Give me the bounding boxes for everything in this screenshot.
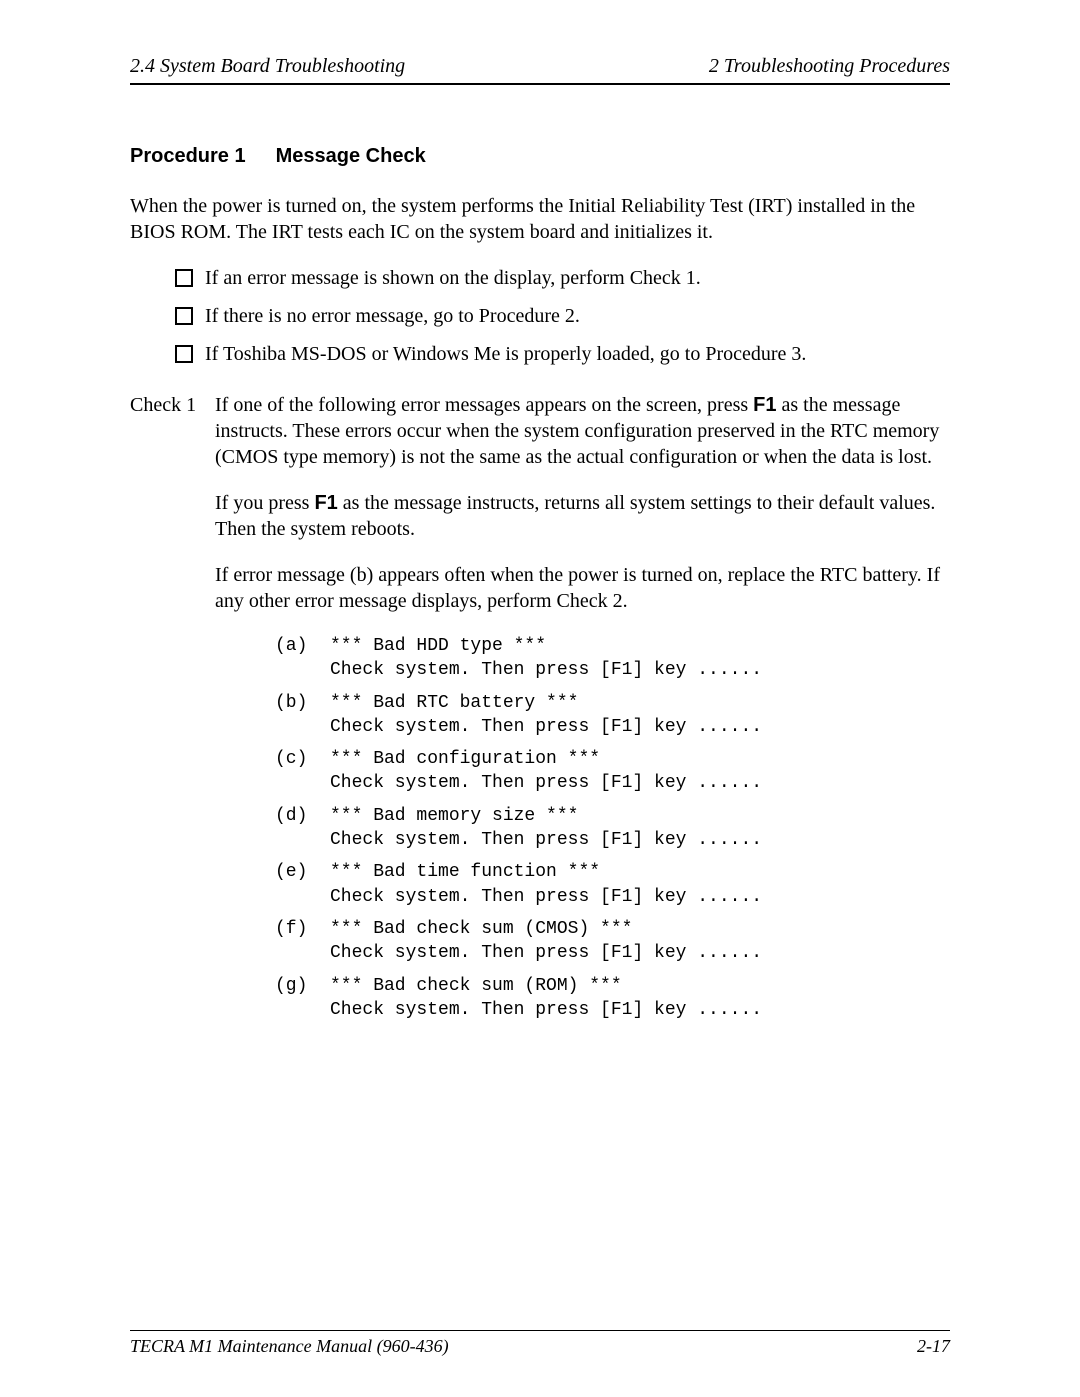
page-footer: TECRA M1 Maintenance Manual (960-436) 2-… [130,1330,950,1357]
text: If you press [215,492,314,514]
bullet-item: If an error message is shown on the disp… [175,265,950,291]
error-item: (f)*** Bad check sum (CMOS) *** Check sys… [275,917,950,966]
error-line2: Check system. Then press [F1] key ...... [330,1000,762,1020]
procedure-number: Procedure 1 [130,145,246,167]
check1-para3: If error message (b) appears often when … [215,562,950,614]
footer-left: TECRA M1 Maintenance Manual (960-436) [130,1336,449,1357]
error-text: *** Bad check sum (CMOS) *** Check system… [330,917,762,966]
error-item: (a)*** Bad HDD type *** Check system. The… [275,634,950,683]
error-key: (e) [275,860,330,909]
error-key: (a) [275,634,330,683]
error-line1: *** Bad HDD type *** [330,636,546,656]
check1-label: Check 1 [130,392,215,1030]
error-key: (b) [275,691,330,740]
error-key: (g) [275,974,330,1023]
bullet-text: If an error message is shown on the disp… [205,265,701,291]
checkbox-icon [175,307,193,325]
error-line1: *** Bad check sum (ROM) *** [330,976,622,996]
bullet-list: If an error message is shown on the disp… [175,265,950,367]
error-item: (b)*** Bad RTC battery *** Check system. … [275,691,950,740]
error-text: *** Bad HDD type *** Check system. Then p… [330,634,762,683]
error-text: *** Bad time function *** Check system. T… [330,860,762,909]
check1-para1: If one of the following error messages a… [215,392,950,470]
bullet-item: If there is no error message, go to Proc… [175,303,950,329]
error-line2: Check system. Then press [F1] key ...... [330,773,762,793]
key-f1: F1 [753,394,776,416]
procedure-heading: Procedure 1 Message Check [130,145,950,168]
text: If one of the following error messages a… [215,394,753,416]
error-line2: Check system. Then press [F1] key ...... [330,830,762,850]
bullet-item: If Toshiba MS-DOS or Windows Me is prope… [175,341,950,367]
error-line1: *** Bad configuration *** [330,749,600,769]
check1-block: Check 1 If one of the following error me… [130,392,950,1030]
bullet-text: If Toshiba MS-DOS or Windows Me is prope… [205,341,806,367]
error-line1: *** Bad RTC battery *** [330,693,578,713]
error-text: *** Bad check sum (ROM) *** Check system.… [330,974,762,1023]
intro-paragraph: When the power is turned on, the system … [130,193,950,245]
error-line1: *** Bad time function *** [330,862,600,882]
key-f1: F1 [314,492,337,514]
check1-para2: If you press F1 as the message instructs… [215,490,950,542]
error-text: *** Bad memory size *** Check system. The… [330,804,762,853]
error-line2: Check system. Then press [F1] key ...... [330,660,762,680]
error-line2: Check system. Then press [F1] key ...... [330,887,762,907]
checkbox-icon [175,345,193,363]
checkbox-icon [175,269,193,287]
error-line2: Check system. Then press [F1] key ...... [330,717,762,737]
error-line2: Check system. Then press [F1] key ...... [330,943,762,963]
error-key: (d) [275,804,330,853]
header-left: 2.4 System Board Troubleshooting [130,55,405,78]
page-header: 2.4 System Board Troubleshooting 2 Troub… [130,55,950,85]
procedure-title: Message Check [276,145,426,167]
bullet-text: If there is no error message, go to Proc… [205,303,580,329]
error-item: (e)*** Bad time function *** Check system… [275,860,950,909]
error-text: *** Bad configuration *** Check system. T… [330,747,762,796]
check1-content: If one of the following error messages a… [215,392,950,1030]
error-message-list: (a)*** Bad HDD type *** Check system. The… [275,634,950,1022]
page: 2.4 System Board Troubleshooting 2 Troub… [0,0,1080,1397]
error-item: (c)*** Bad configuration *** Check system… [275,747,950,796]
error-text: *** Bad RTC battery *** Check system. The… [330,691,762,740]
error-item: (g)*** Bad check sum (ROM) *** Check syst… [275,974,950,1023]
error-line1: *** Bad check sum (CMOS) *** [330,919,632,939]
error-key: (f) [275,917,330,966]
error-line1: *** Bad memory size *** [330,806,578,826]
header-right: 2 Troubleshooting Procedures [709,55,950,78]
error-item: (d)*** Bad memory size *** Check system. … [275,804,950,853]
error-key: (c) [275,747,330,796]
footer-right: 2-17 [917,1336,950,1357]
